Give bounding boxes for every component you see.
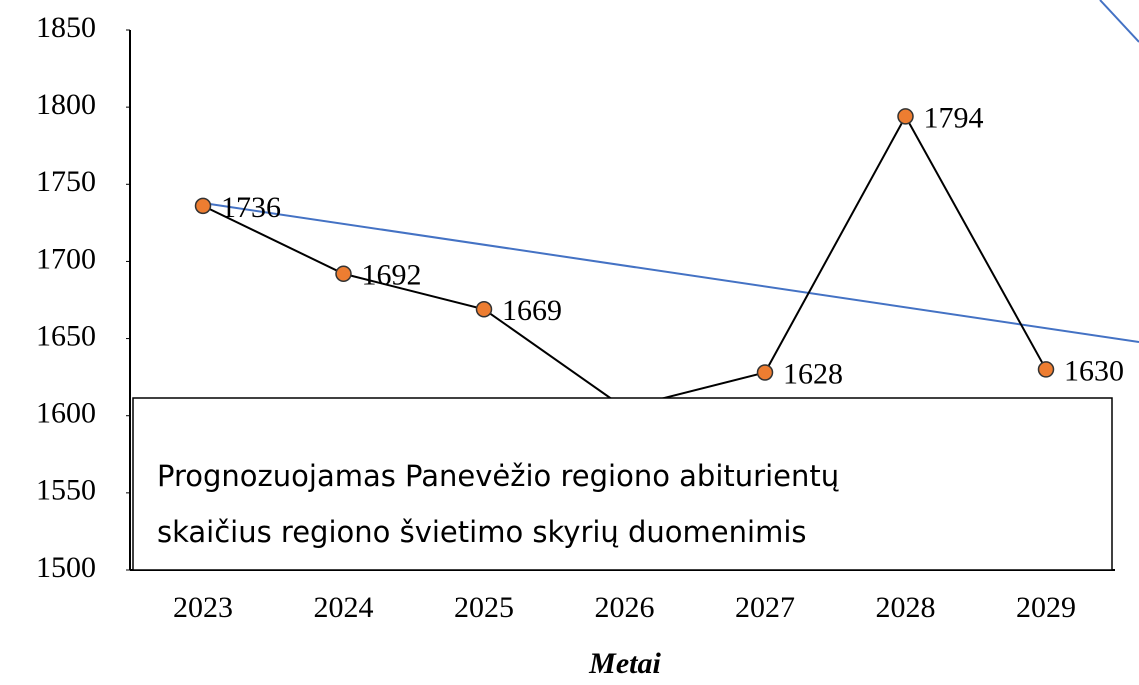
point — [756, 364, 774, 381]
y-tick-label: 1550 — [36, 474, 96, 507]
y-tick-label: 1600 — [36, 397, 96, 430]
y-tick-label: 1800 — [36, 88, 96, 121]
series-line — [202, 114, 1047, 410]
point — [194, 197, 212, 215]
annotation-text: skaičius regiono švietimo skyrių duomeni… — [157, 515, 807, 549]
trend-line — [202, 202, 1139, 343]
y-tick-label: 1500 — [36, 551, 96, 584]
x-axis-title: Metai — [588, 647, 661, 680]
x-tick-label: 2027 — [735, 591, 795, 624]
point — [475, 301, 493, 318]
data-label: 1628 — [783, 357, 843, 390]
x-tick-label: 2028 — [876, 591, 936, 624]
data-label: 1692 — [362, 259, 422, 292]
x-tick-label: 2029 — [1016, 591, 1076, 624]
shape-edge — [1099, 0, 1139, 43]
x-tick-label: 2024 — [314, 591, 374, 624]
point — [897, 108, 914, 125]
x-tick-label: 2026 — [595, 591, 655, 624]
data-label: 1736 — [221, 191, 281, 224]
data-label: 1630 — [1064, 354, 1124, 387]
data-label: 1669 — [502, 294, 562, 327]
point — [1037, 361, 1055, 378]
data-label: 1794 — [924, 101, 984, 134]
y-tick-label: 1850 — [36, 11, 96, 44]
y-tick-label: 1750 — [36, 165, 96, 198]
annotation-text: Prognozuojamas Panevėžio regiono abituri… — [157, 459, 839, 493]
x-tick-label: 2025 — [454, 591, 514, 624]
x-tick-label: 2023 — [173, 591, 233, 624]
point — [335, 265, 352, 283]
annotation-box — [132, 397, 1113, 571]
y-tick-label: 1700 — [36, 242, 96, 275]
y-tick-label: 1650 — [36, 319, 96, 352]
